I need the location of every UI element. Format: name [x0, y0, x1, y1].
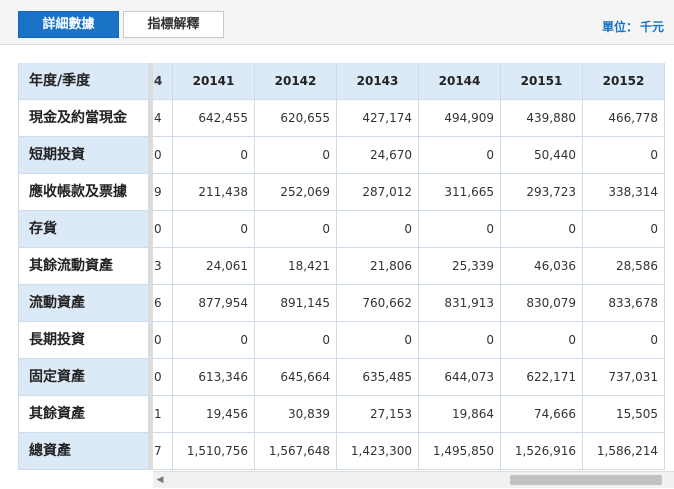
partial-cell: 1 [153, 396, 173, 433]
table-cell: 622,171 [501, 359, 583, 396]
table-cell: 0 [337, 211, 419, 248]
partial-cell: 7 [153, 433, 173, 470]
toolbar: 詳細數據 指標解釋 單位： 千元 [0, 0, 674, 45]
column-header[interactable]: 20151 [501, 63, 583, 100]
table-cell: 252,069 [255, 174, 337, 211]
table-cell: 494,909 [419, 100, 501, 137]
table-cell: 0 [337, 322, 419, 359]
table-cell: 0 [173, 322, 255, 359]
table-cell: 30,839 [255, 396, 337, 433]
table-cell: 620,655 [255, 100, 337, 137]
partial-cell: 0 [153, 322, 173, 359]
table-cell: 0 [255, 137, 337, 174]
table-cell: 0 [501, 211, 583, 248]
column-header[interactable]: 20152 [583, 63, 665, 100]
header-label: 年度/季度 [18, 63, 149, 100]
table-cell: 0 [419, 211, 501, 248]
column-header[interactable]: 20142 [255, 63, 337, 100]
table-cell: 830,079 [501, 285, 583, 322]
table-cell: 15,505 [583, 396, 665, 433]
table-cell: 466,778 [583, 100, 665, 137]
table-cell: 642,455 [173, 100, 255, 137]
tab-indicator-explanation[interactable]: 指標解釋 [123, 11, 224, 38]
table-cell: 645,664 [255, 359, 337, 396]
table-cell: 1,567,648 [255, 433, 337, 470]
table-cell: 338,314 [583, 174, 665, 211]
table-cell: 0 [255, 211, 337, 248]
row-label: 短期投資 [18, 137, 149, 174]
table-cell: 613,346 [173, 359, 255, 396]
row-label: 總資產 [18, 433, 149, 470]
column-header[interactable]: 20141 [173, 63, 255, 100]
table-cell: 0 [583, 322, 665, 359]
column-header[interactable]: 20144 [419, 63, 501, 100]
unit-value: 千元 [639, 20, 664, 34]
column-header[interactable]: 20143 [337, 63, 419, 100]
table-cell: 0 [583, 211, 665, 248]
table-cell: 644,073 [419, 359, 501, 396]
table-cell: 1,510,756 [173, 433, 255, 470]
table-cell: 737,031 [583, 359, 665, 396]
table-cell: 50,440 [501, 137, 583, 174]
frozen-column-divider[interactable] [149, 63, 153, 470]
table-cell: 0 [255, 322, 337, 359]
table-cell: 311,665 [419, 174, 501, 211]
table-cell: 293,723 [501, 174, 583, 211]
table-cell: 28,586 [583, 248, 665, 285]
partial-cell: 0 [153, 359, 173, 396]
table-cell: 287,012 [337, 174, 419, 211]
table-cell: 439,880 [501, 100, 583, 137]
row-label: 其餘資產 [18, 396, 149, 433]
table-cell: 0 [419, 322, 501, 359]
table-cell: 635,485 [337, 359, 419, 396]
table-cell: 427,174 [337, 100, 419, 137]
partial-cell: 3 [153, 248, 173, 285]
row-label: 長期投資 [18, 322, 149, 359]
partial-cell: 0 [153, 137, 173, 174]
table-cell: 19,456 [173, 396, 255, 433]
table-cell: 19,864 [419, 396, 501, 433]
table-cell: 25,339 [419, 248, 501, 285]
table-cell: 24,061 [173, 248, 255, 285]
table-cell: 1,526,916 [501, 433, 583, 470]
row-label: 其餘流動資產 [18, 248, 149, 285]
balance-sheet-table: 年度/季度 4 20141 20142 20143 20144 20151 20152 現金及約… [18, 63, 674, 470]
table-cell: 0 [173, 137, 255, 174]
row-label: 存貨 [18, 211, 149, 248]
table-cell: 891,145 [255, 285, 337, 322]
table-cell: 1,423,300 [337, 433, 419, 470]
partial-cell: 9 [153, 174, 173, 211]
scrollbar-thumb[interactable] [510, 475, 662, 485]
partial-cell: 6 [153, 285, 173, 322]
table-cell: 27,153 [337, 396, 419, 433]
row-label: 現金及約當現金 [18, 100, 149, 137]
row-label: 固定資產 [18, 359, 149, 396]
table-cell: 74,666 [501, 396, 583, 433]
horizontal-scrollbar[interactable]: ◀ [153, 471, 674, 488]
partial-column-header: 4 [153, 63, 173, 100]
partial-cell: 4 [153, 100, 173, 137]
table-cell: 877,954 [173, 285, 255, 322]
table-cell: 1,495,850 [419, 433, 501, 470]
unit-label: 單位： 千元 [602, 18, 664, 35]
scroll-left-icon[interactable]: ◀ [156, 475, 164, 485]
table-cell: 831,913 [419, 285, 501, 322]
table-cell: 0 [173, 211, 255, 248]
table-cell: 0 [501, 322, 583, 359]
table-cell: 0 [419, 137, 501, 174]
table-cell: 833,678 [583, 285, 665, 322]
table-cell: 21,806 [337, 248, 419, 285]
tab-detail-data[interactable]: 詳細數據 [18, 11, 119, 38]
table-cell: 211,438 [173, 174, 255, 211]
table-cell: 24,670 [337, 137, 419, 174]
row-label: 流動資產 [18, 285, 149, 322]
row-label: 應收帳款及票據 [18, 174, 149, 211]
partial-cell: 0 [153, 211, 173, 248]
table-cell: 1,586,214 [583, 433, 665, 470]
table-cell: 0 [583, 137, 665, 174]
unit-prefix: 單位： [601, 20, 638, 34]
table-cell: 760,662 [337, 285, 419, 322]
table-cell: 18,421 [255, 248, 337, 285]
table-cell: 46,036 [501, 248, 583, 285]
